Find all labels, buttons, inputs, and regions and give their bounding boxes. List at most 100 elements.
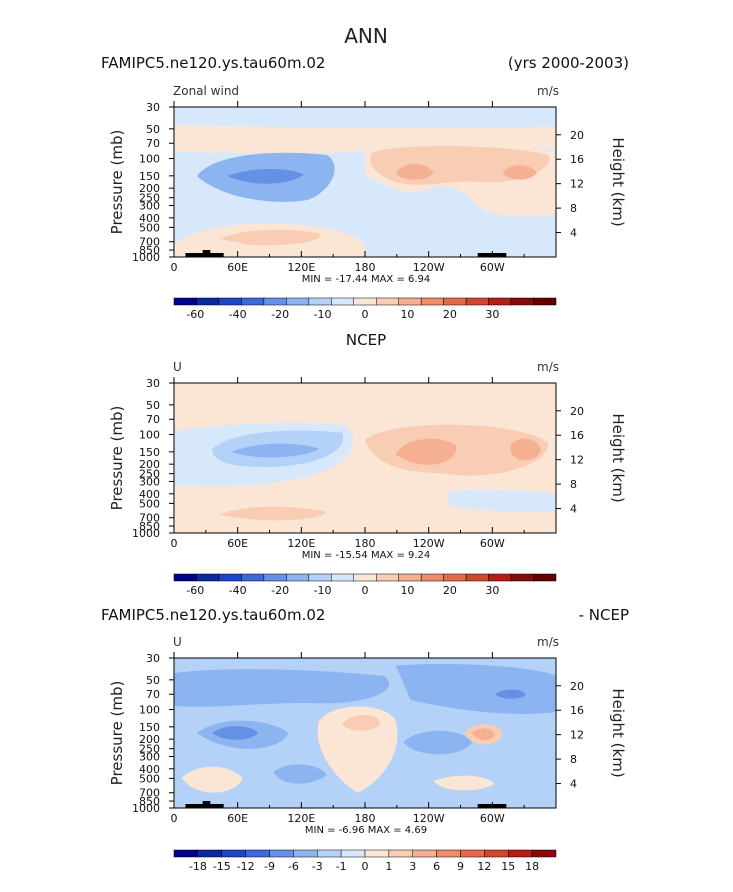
colorbar-swatch: [412, 849, 437, 858]
colorbar-label: 0: [362, 860, 369, 873]
x-tick-label: 120W: [413, 537, 445, 550]
contour-region: [395, 663, 556, 714]
panel-units: m/s: [537, 360, 559, 374]
colorbar-swatch: [465, 573, 489, 582]
colorbar-swatch: [465, 297, 489, 306]
colorbar-swatch: [353, 573, 377, 582]
colorbar-swatch: [173, 573, 197, 582]
contour-field: [174, 107, 556, 257]
y-tick-label: 1000: [132, 251, 160, 264]
x-tick-label: 120W: [413, 812, 445, 825]
y-axis-title: Pressure (mb): [108, 130, 126, 235]
colorbar-label: -40: [229, 584, 247, 597]
panel-right-title: (yrs 2000-2003): [508, 54, 629, 72]
y-tick-label: 70: [146, 413, 160, 426]
contour-region: [433, 775, 495, 791]
contour-region: [395, 164, 434, 180]
x-tick-label: 0: [171, 261, 178, 274]
colorbar-label: -20: [271, 584, 289, 597]
contour-region: [227, 169, 304, 184]
x-tick-label: 60W: [480, 812, 505, 825]
y-tick-label: 700: [139, 787, 160, 800]
colorbar-swatch: [510, 297, 534, 306]
colorbar-label: 18: [525, 860, 539, 873]
colorbar-swatch: [173, 849, 199, 858]
colorbar-swatch: [218, 573, 242, 582]
x-tick-label: 120E: [287, 812, 315, 825]
colorbar-label: 30: [485, 308, 499, 321]
x-tick-label: 0: [171, 812, 178, 825]
y-tick-label: 850: [139, 795, 160, 808]
colorbar-swatch: [286, 297, 310, 306]
contour-region: [317, 706, 398, 793]
y-tick-label: 700: [139, 512, 160, 525]
colorbar-swatch: [398, 297, 422, 306]
colorbar-swatch: [531, 849, 557, 858]
x-tick-label: 120E: [287, 261, 315, 274]
y-tick-label: 850: [139, 520, 160, 533]
y-tick-label: 400: [139, 763, 160, 776]
colorbar-swatch: [388, 849, 413, 858]
panel-right-title: - NCEP: [579, 606, 629, 624]
colorbar-swatch: [420, 297, 444, 306]
y-tick-label: 50: [146, 399, 160, 412]
colorbar-swatch: [436, 849, 461, 858]
colorbar-label: -10: [314, 584, 332, 597]
x-tick-label: 120W: [413, 261, 445, 274]
x-tick-label: 60E: [227, 537, 248, 550]
colorbar-label: 6: [433, 860, 440, 873]
y-right-tick-label: 20: [570, 405, 584, 418]
y-tick-label: 200: [139, 182, 160, 195]
contour-region: [510, 438, 541, 461]
colorbar-swatch: [443, 297, 467, 306]
topography-mark: [202, 801, 211, 808]
colorbar-swatch: [331, 297, 355, 306]
y-tick-label: 100: [139, 153, 160, 166]
y-right-tick-label: 16: [570, 704, 584, 717]
colorbar-label: -60: [186, 308, 204, 321]
y-right-tick-label: 12: [570, 178, 584, 191]
contour-field: [174, 383, 556, 533]
panel-left-title: FAMIPC5.ne120.ys.tau60m.02: [101, 54, 325, 72]
colorbar-swatch: [308, 297, 332, 306]
colorbar-swatch: [375, 297, 399, 306]
colorbar-label: 9: [457, 860, 464, 873]
panel-left-title: FAMIPC5.ne120.ys.tau60m.02: [101, 606, 325, 624]
colorbar-swatch: [196, 297, 220, 306]
colorbar-swatch: [443, 573, 467, 582]
y-right-axis-title: Height (km): [609, 688, 627, 777]
min-max-text: MIN = -15.54 MAX = 9.24: [302, 550, 431, 561]
contour-region: [494, 689, 526, 699]
y-tick-label: 300: [139, 199, 160, 212]
colorbar-swatch: [364, 849, 390, 858]
colorbar-label: -40: [229, 308, 247, 321]
colorbar-label: 0: [362, 584, 369, 597]
colorbar-swatch: [263, 297, 287, 306]
colorbar-swatch: [173, 297, 197, 306]
y-right-tick-label: 8: [570, 202, 577, 215]
contour-region: [231, 443, 320, 458]
colorbar-swatch: [340, 849, 366, 858]
y-right-tick-label: 4: [570, 227, 577, 240]
y-right-tick-label: 4: [570, 778, 577, 791]
colorbar-label: -1: [336, 860, 347, 873]
colorbar-label: -3: [312, 860, 323, 873]
y-tick-label: 500: [139, 497, 160, 510]
colorbar-label: -60: [186, 584, 204, 597]
x-tick-label: 120E: [287, 537, 315, 550]
colorbar-swatch: [488, 573, 512, 582]
y-right-tick-label: 16: [570, 429, 584, 442]
colorbar-swatch: [196, 573, 220, 582]
colorbar-swatch: [221, 849, 246, 858]
y-tick-label: 1000: [132, 527, 160, 540]
colorbar-label: 20: [443, 308, 457, 321]
colorbar-label: -12: [237, 860, 255, 873]
colorbar-swatch: [398, 573, 422, 582]
y-tick-label: 150: [139, 446, 160, 459]
colorbar-label: 15: [501, 860, 515, 873]
y-tick-label: 50: [146, 674, 160, 687]
colorbar-swatch: [533, 573, 557, 582]
colorbar-swatch: [269, 849, 294, 858]
y-tick-label: 30: [146, 652, 160, 665]
